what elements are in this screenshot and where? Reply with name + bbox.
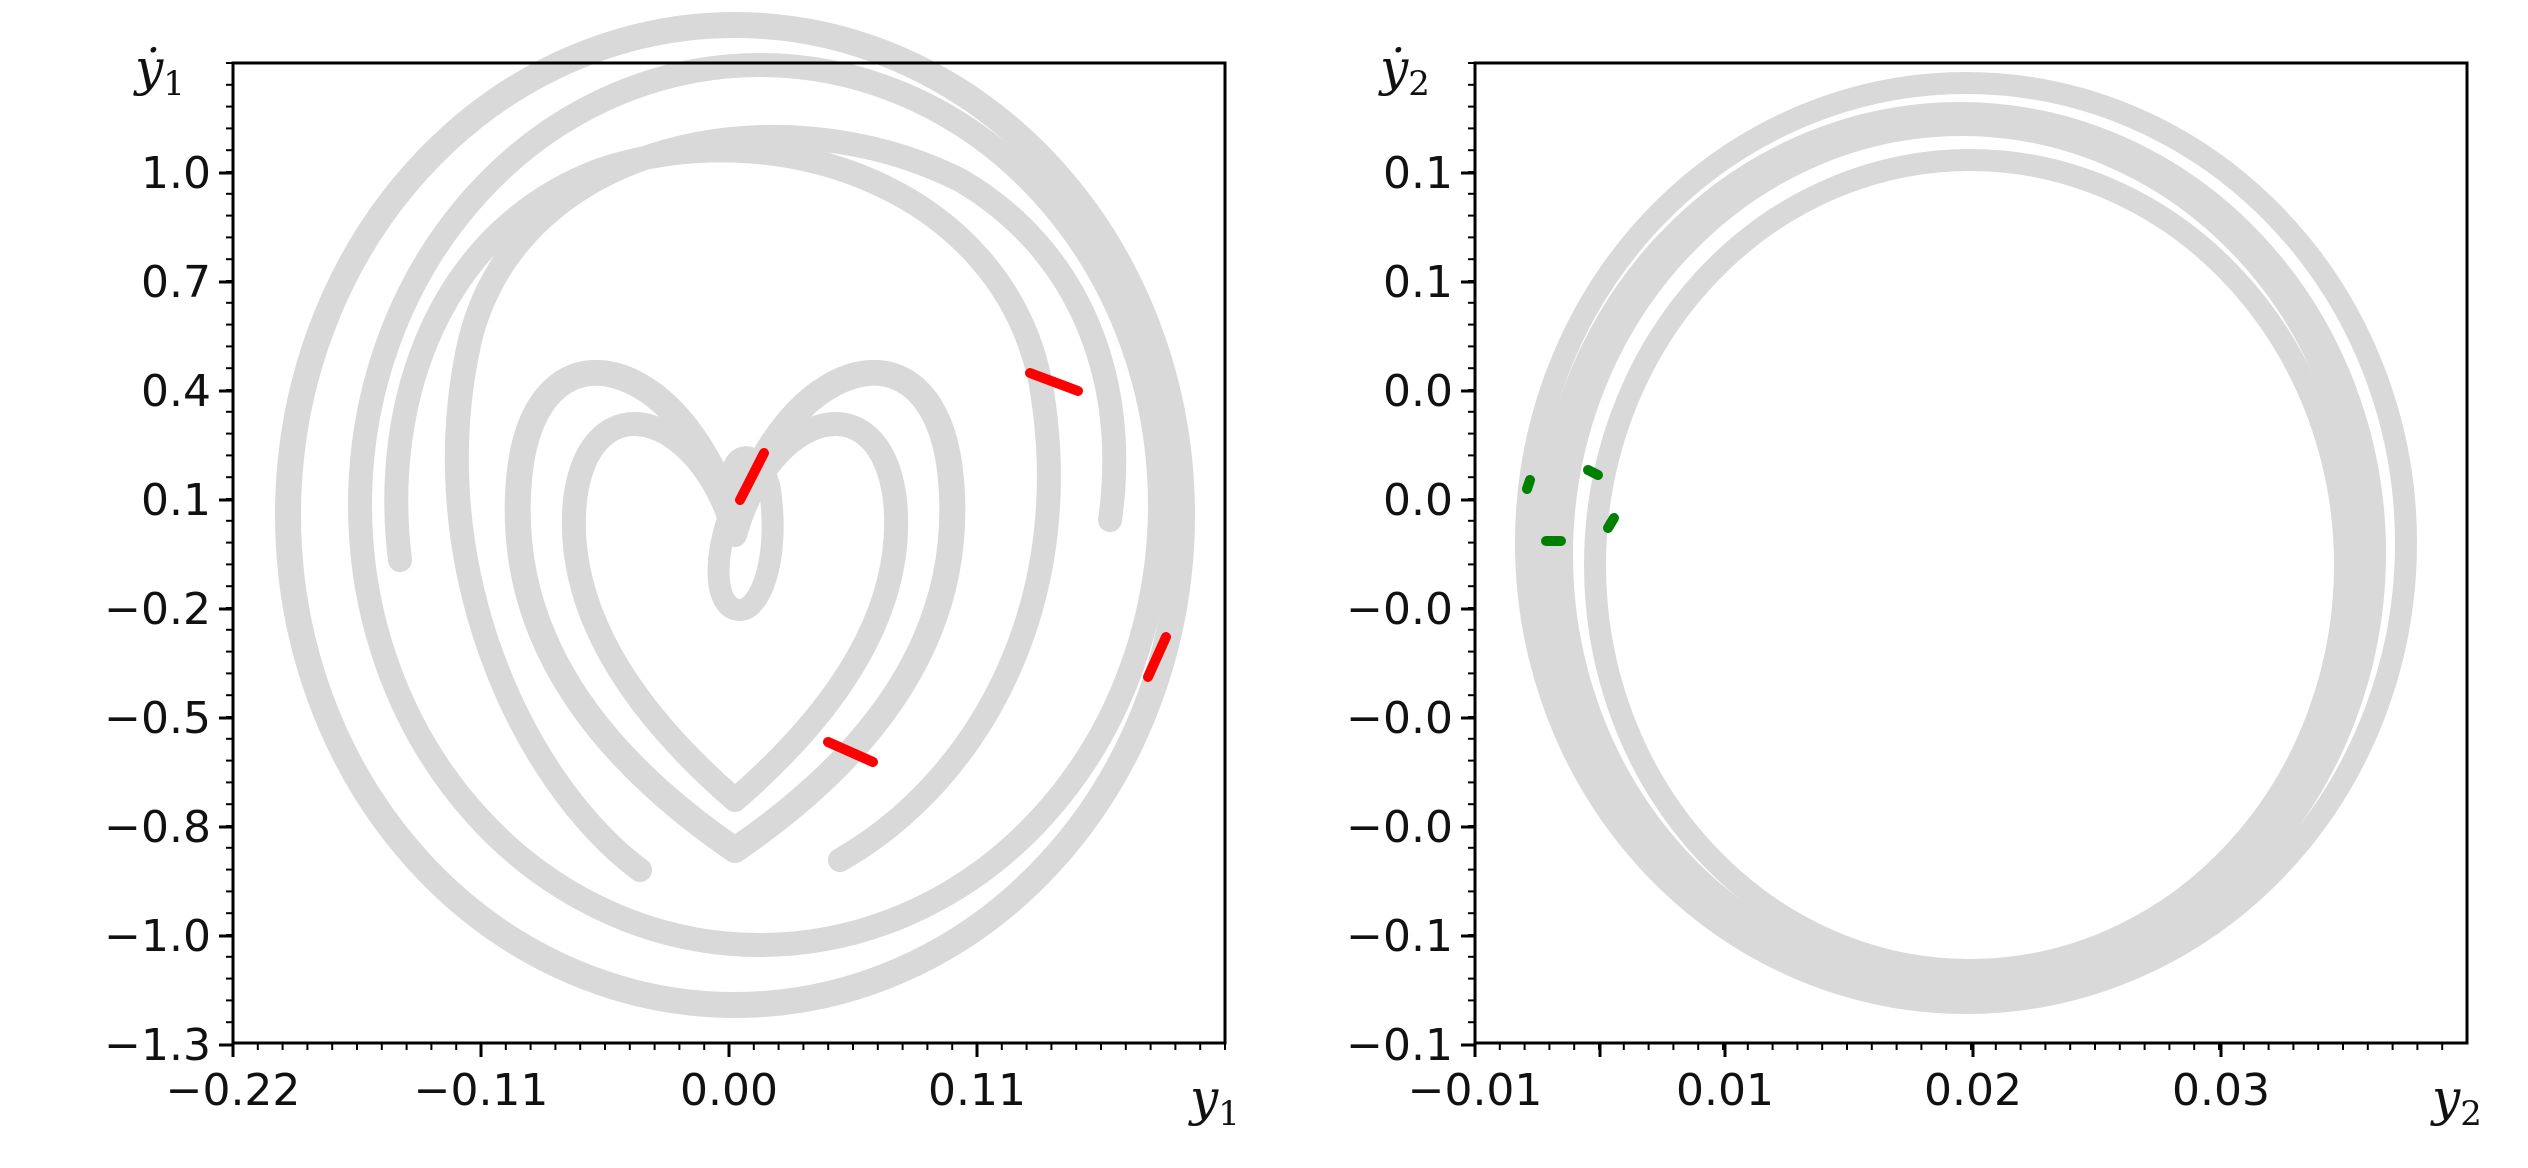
right-y-tick-label: −0.0 bbox=[1346, 802, 1453, 853]
right-x-tick-label: 0.03 bbox=[2172, 1065, 2270, 1116]
right-y-ticks: 0.1 0.1 0.0 0.0 −0.0 −0.0 −0.0 −0.1 −0.1 bbox=[1346, 148, 1475, 1071]
left-x-tick-label: −0.11 bbox=[414, 1065, 549, 1116]
right-trajectory bbox=[1515, 72, 2417, 1014]
left-red-segment-3 bbox=[1143, 632, 1171, 682]
left-y-tick-label: −1.3 bbox=[104, 1020, 211, 1071]
right-y-tick-label: 0.1 bbox=[1383, 257, 1453, 308]
right-x-tick-label: −0.01 bbox=[1408, 1065, 1543, 1116]
left-outer-ring-2 bbox=[348, 53, 1172, 957]
right-plot-frame bbox=[1473, 61, 2469, 1045]
right-green-segment-4 bbox=[1603, 513, 1619, 533]
right-y-axis-label: ẏ2 bbox=[1378, 39, 1430, 104]
left-outer-ring-1 bbox=[275, 12, 1195, 1018]
left-y-tick-label: 1.0 bbox=[141, 148, 211, 199]
left-y-ticks: 1.0 0.7 0.4 0.1 −0.2 −0.5 −0.8 −1.0 −1.3 bbox=[104, 148, 233, 1071]
left-x-ticks: −0.22 −0.11 0.00 0.11 bbox=[166, 1043, 1026, 1116]
left-highlights bbox=[735, 368, 1171, 767]
left-minor-ticks bbox=[226, 62, 1226, 1050]
right-y-tick-label: 0.0 bbox=[1383, 475, 1453, 526]
left-y-tick-label: −0.2 bbox=[104, 584, 211, 635]
right-y-tick-label: −0.1 bbox=[1346, 1020, 1453, 1071]
left-swirl-2 bbox=[384, 138, 1061, 872]
right-x-tick-label: 0.02 bbox=[1924, 1065, 2022, 1116]
left-y-tick-label: −1.0 bbox=[104, 911, 211, 962]
left-trajectory bbox=[275, 12, 1195, 1018]
left-x-tick-label: 0.11 bbox=[928, 1065, 1026, 1116]
right-panel: 0.10.10.00.0−0.0−0.0−0.0−0.1−0.1 −0.01 0.… bbox=[1346, 39, 2482, 1134]
right-minor-ticks bbox=[1468, 62, 2444, 1050]
right-green-segment-2 bbox=[1583, 465, 1603, 480]
right-y-tick-label: −0.0 bbox=[1346, 693, 1453, 744]
left-red-segment-1 bbox=[735, 448, 769, 505]
right-x-ticks: −0.01 0.01 0.02 0.03 bbox=[1408, 1043, 2270, 1116]
right-y-tick-label: −0.0 bbox=[1346, 584, 1453, 635]
left-red-segment-2 bbox=[1025, 368, 1083, 396]
left-panel: 1.00.70.40.1−0.2−0.5−0.8−1.0−1.3 −0.22 −0… bbox=[104, 12, 1240, 1134]
right-x-tick-label: 0.01 bbox=[1676, 1065, 1774, 1116]
right-ring-4 bbox=[1584, 149, 2356, 981]
left-y-tick-label: −0.8 bbox=[104, 802, 211, 853]
right-x-axis-label: y2 bbox=[2430, 1069, 2482, 1134]
left-y-tick-label: 0.4 bbox=[141, 366, 211, 417]
right-y-tick-label: 0.1 bbox=[1383, 148, 1453, 199]
right-highlights bbox=[1522, 465, 1619, 546]
left-heart-loop-outer bbox=[504, 360, 966, 863]
right-y-tick-label: −0.1 bbox=[1346, 911, 1453, 962]
left-x-tick-label: −0.22 bbox=[166, 1065, 301, 1116]
left-inner-loop bbox=[707, 446, 784, 621]
left-heart-loop-mid bbox=[561, 412, 909, 812]
left-y-tick-label: 0.7 bbox=[141, 257, 211, 308]
left-y-tick-label: 0.1 bbox=[141, 475, 211, 526]
left-red-segment-4 bbox=[823, 737, 878, 767]
left-y-axis-label: ẏ1 bbox=[133, 39, 185, 104]
left-y-tick-label: −0.5 bbox=[104, 693, 211, 744]
left-x-tick-label: 0.00 bbox=[680, 1065, 778, 1116]
left-x-axis-label: y1 bbox=[1188, 1069, 1240, 1134]
right-y-tick-label: 0.0 bbox=[1383, 366, 1453, 417]
right-green-segment-1 bbox=[1522, 475, 1535, 494]
right-ring-3 bbox=[1551, 114, 2373, 996]
